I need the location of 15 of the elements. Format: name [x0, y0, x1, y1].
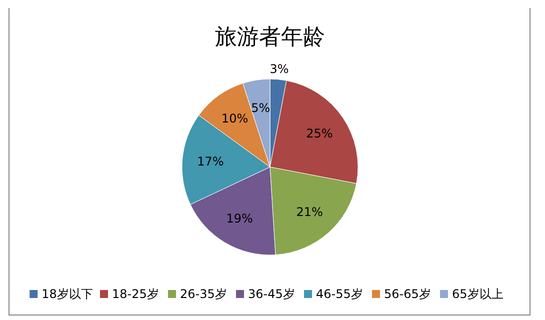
legend-label: 18-25岁: [112, 287, 159, 301]
legend-label: 46-55岁: [316, 287, 363, 301]
data-label: 21%: [296, 204, 323, 219]
data-label: 17%: [197, 154, 224, 168]
legend-label: 18岁以下: [42, 287, 93, 301]
legend-label: 65岁以上: [452, 287, 504, 301]
data-label: 10%: [221, 112, 248, 126]
data-label: 25%: [306, 126, 333, 140]
data-label: 3%: [270, 62, 289, 76]
data-label: 19%: [226, 212, 253, 226]
chart-title: 旅游者年龄: [215, 25, 325, 50]
legend-label: 56-65岁: [384, 287, 431, 301]
data-label: 5%: [251, 100, 270, 115]
legend-label: 26-35岁: [180, 287, 227, 301]
legend-label: 36-45岁: [248, 287, 295, 301]
